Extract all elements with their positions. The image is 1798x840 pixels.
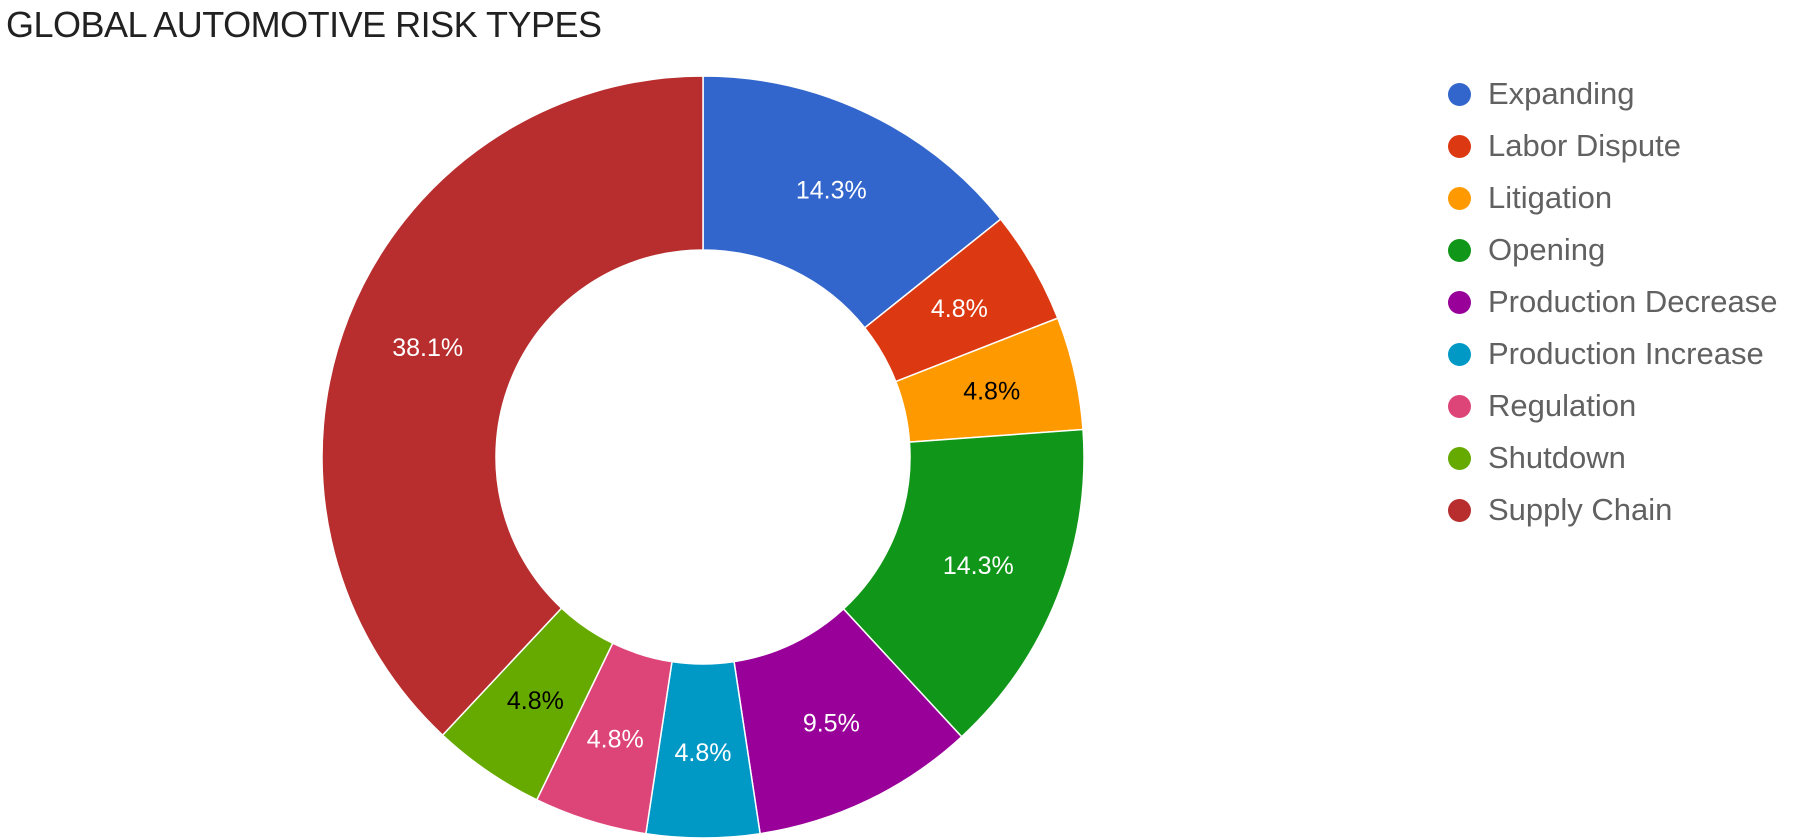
slice-label: 14.3%	[943, 552, 1014, 580]
legend-label: Shutdown	[1488, 440, 1626, 475]
legend-swatch	[1448, 342, 1471, 366]
legend-item: Labor Dispute	[1448, 120, 1778, 172]
donut-chart: 14.3% 4.8% 4.8% 14.3% 9.5% 4.8% 4.8% 4.8% 38.1%	[321, 75, 1085, 839]
legend-item: Production Increase	[1448, 328, 1778, 380]
legend-swatch	[1448, 290, 1471, 314]
legend-label: Expanding	[1488, 76, 1635, 111]
legend-label: Litigation	[1488, 180, 1613, 215]
slice-label: 38.1%	[392, 334, 463, 362]
legend-item: Production Decrease	[1448, 276, 1778, 328]
slice-opening	[842, 428, 1085, 738]
slice-expanding	[702, 75, 1002, 329]
legend: Expanding Labor Dispute Litigation Opening P…	[1448, 68, 1778, 536]
legend-item: Expanding	[1448, 68, 1778, 120]
legend-swatch	[1448, 186, 1471, 210]
legend-label: Supply Chain	[1488, 492, 1673, 527]
legend-swatch	[1448, 238, 1471, 262]
legend-label: Regulation	[1488, 388, 1637, 423]
legend-swatch	[1448, 498, 1471, 522]
legend-swatch	[1448, 394, 1471, 418]
legend-item: Supply Chain	[1448, 484, 1778, 536]
slice-supply-chain	[321, 75, 704, 737]
slice-label: 4.8%	[587, 726, 644, 754]
legend-item: Litigation	[1448, 172, 1778, 224]
legend-item: Regulation	[1448, 380, 1778, 432]
legend-label: Labor Dispute	[1488, 128, 1682, 163]
slice-label: 14.3%	[796, 176, 867, 204]
legend-label: Production Increase	[1488, 336, 1764, 371]
slice-label: 4.8%	[963, 378, 1020, 406]
legend-swatch	[1448, 134, 1471, 158]
slice-label: 9.5%	[803, 710, 860, 738]
legend-swatch	[1448, 82, 1471, 106]
chart-title: GLOBAL AUTOMOTIVE RISK TYPES	[6, 4, 602, 45]
legend-label: Opening	[1488, 232, 1606, 267]
slice-label: 4.8%	[507, 687, 564, 715]
legend-item: Opening	[1448, 224, 1778, 276]
legend-label: Production Decrease	[1488, 284, 1778, 319]
legend-item: Shutdown	[1448, 432, 1778, 484]
slice-label: 4.8%	[931, 295, 988, 323]
legend-swatch	[1448, 446, 1471, 470]
slice-label: 4.8%	[675, 739, 732, 767]
